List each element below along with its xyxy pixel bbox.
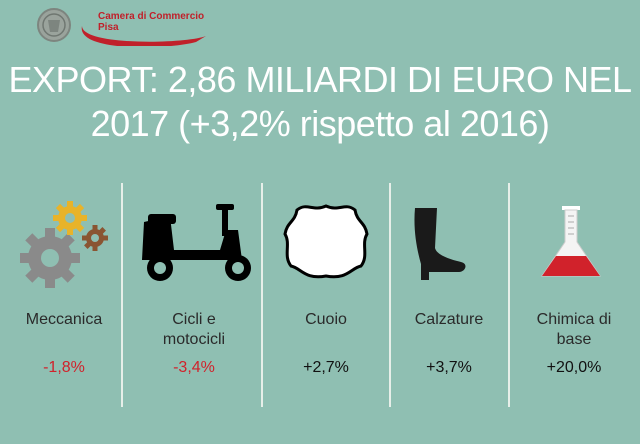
divider (508, 183, 510, 407)
sector-label: Cuoio (305, 311, 347, 328)
sector-label: Chimica di base (536, 311, 612, 348)
headline-line-1: EXPORT: 2,86 MILIARDI DI EURO NEL (8, 59, 632, 100)
sector-value: +3,7% (426, 359, 472, 376)
chamber-logo: Camera di Commercio Pisa (36, 6, 236, 48)
brand-name: Camera di Commercio (98, 11, 205, 22)
headline: EXPORT: 2,86 MILIARDI DI EURO NEL 2017 (… (0, 58, 640, 146)
gears-icon (20, 201, 108, 288)
leather-hide-icon (283, 204, 369, 279)
sector-label: Cicli e motocicli (162, 311, 226, 348)
sector-value: -1,8% (43, 359, 85, 376)
boot-icon (414, 208, 466, 280)
divider (389, 183, 391, 407)
sector-label: Meccanica (25, 311, 103, 328)
divider (121, 183, 123, 407)
scooter-icon (142, 204, 251, 281)
emblem-icon (37, 8, 206, 48)
flask-icon (541, 206, 601, 277)
headline-line-2: 2017 (+3,2% rispetto al 2016) (90, 103, 550, 144)
sector-value: -3,4% (173, 359, 215, 376)
sector-label: Calzature (414, 311, 484, 328)
brand-city: Pisa (98, 22, 119, 33)
sector-value: +2,7% (303, 359, 349, 376)
divider (261, 183, 263, 407)
sector-value: +20,0% (546, 359, 602, 376)
